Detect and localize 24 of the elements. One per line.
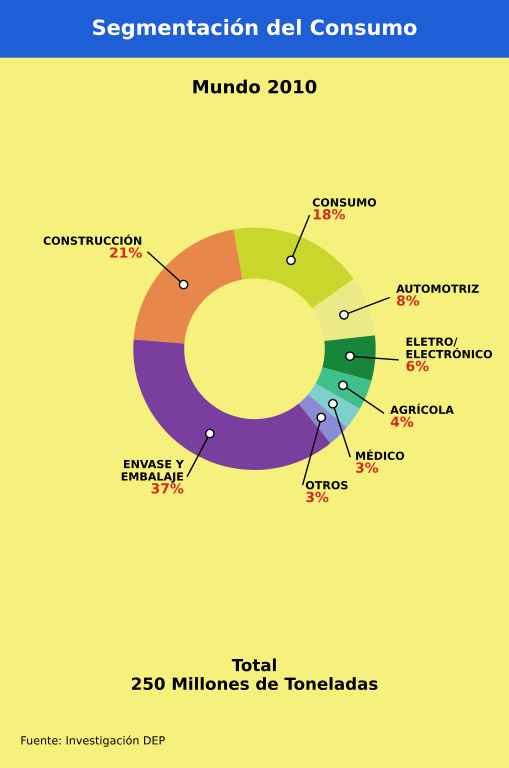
slice-label: AGRÍCOLA xyxy=(390,404,454,414)
donut-slice xyxy=(316,367,372,409)
data-label: 6% xyxy=(406,360,429,372)
slice-label: ELETRO/ ELECTRÓNICO xyxy=(406,337,492,358)
data-label: 8% xyxy=(396,295,420,306)
slice-label: CONSUMO xyxy=(312,198,376,207)
slice-label: MÉDICO xyxy=(356,450,404,460)
slice-label: AUTOMOTRIZ xyxy=(396,284,479,293)
slice-label: ENVASE Y EMBALAJE xyxy=(122,460,184,483)
slice-label: CONSTRUCCIÓN xyxy=(44,234,142,245)
source-note: Fuente: Investigación DEP xyxy=(21,736,165,747)
data-label: 18% xyxy=(314,209,346,220)
chart-title: Segmentación del Consumo xyxy=(93,18,416,40)
donut-slice xyxy=(312,278,375,342)
data-label: 21% xyxy=(110,247,142,258)
data-label: 4% xyxy=(390,416,414,427)
donut-slice xyxy=(233,228,354,308)
data-label: 37% xyxy=(152,483,184,494)
slice-label: OTROS xyxy=(306,480,348,490)
data-label: 3% xyxy=(356,462,378,473)
chart-subtitle: Mundo 2010 xyxy=(193,80,316,94)
data-label: 3% xyxy=(306,492,328,502)
donut-slice xyxy=(322,335,376,381)
text: Total 250 Millones de Toneladas xyxy=(132,658,378,690)
